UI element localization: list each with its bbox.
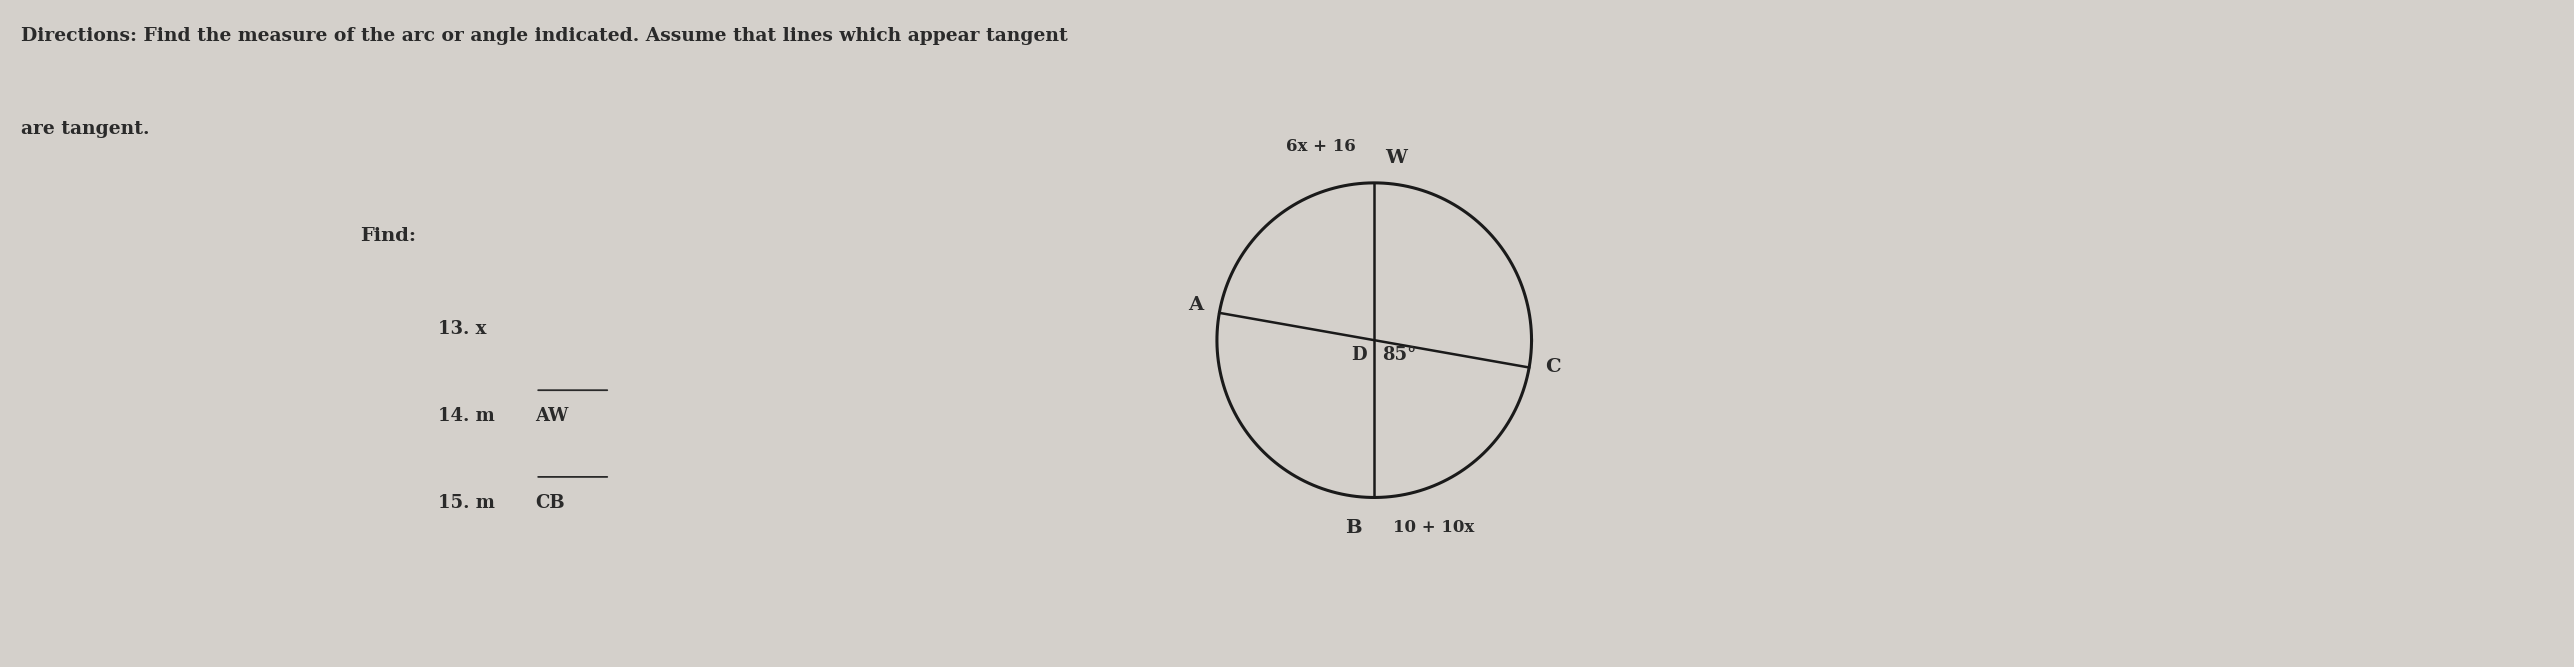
Text: Directions: Find the measure of the arc or angle indicated. Assume that lines wh: Directions: Find the measure of the arc … <box>21 27 1068 45</box>
Text: B: B <box>1346 520 1362 538</box>
Text: AW: AW <box>535 407 569 425</box>
Text: D: D <box>1351 346 1367 364</box>
Text: W: W <box>1385 149 1408 167</box>
Text: CB: CB <box>535 494 566 512</box>
Text: 10 + 10x: 10 + 10x <box>1393 520 1475 536</box>
Text: 13. x: 13. x <box>438 320 486 338</box>
Text: 15. m: 15. m <box>438 494 494 512</box>
Text: C: C <box>1544 358 1560 376</box>
Text: A: A <box>1189 296 1205 314</box>
Text: 85°: 85° <box>1382 346 1416 364</box>
Text: Find:: Find: <box>360 227 417 245</box>
Text: 14. m: 14. m <box>438 407 494 425</box>
Text: 6x + 16: 6x + 16 <box>1284 137 1356 155</box>
Text: are tangent.: are tangent. <box>21 120 149 138</box>
